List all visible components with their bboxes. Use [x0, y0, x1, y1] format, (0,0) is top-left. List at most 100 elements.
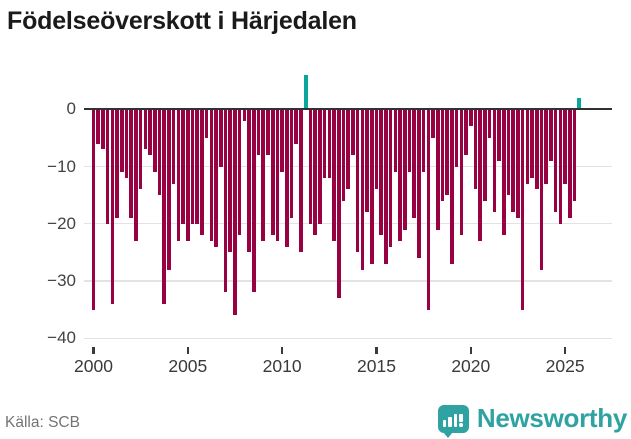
- bar-2007Q4: [237, 110, 242, 236]
- x-tick-mark-2000: [92, 347, 95, 354]
- bar-2001Q2: [115, 110, 119, 219]
- bar-2002Q1: [129, 110, 134, 219]
- bar-2022Q4: [520, 110, 525, 310]
- bar-2014Q4: [369, 110, 374, 264]
- bar-2021Q3: [497, 110, 501, 161]
- bar-2022Q3: [516, 110, 520, 219]
- bar-2014Q2: [360, 110, 365, 270]
- bar-2024Q1: [544, 110, 549, 184]
- bar-2009Q4: [275, 110, 280, 241]
- bar-2003Q3: [157, 110, 162, 196]
- bar-2016Q1: [393, 110, 398, 173]
- bar-2003Q4: [162, 110, 167, 304]
- bar-2004Q1: [167, 110, 171, 270]
- bar-2005Q1: [186, 110, 190, 241]
- bar-2016Q4: [407, 110, 412, 173]
- bar-2009Q2: [266, 110, 270, 156]
- bar-2019Q2: [454, 110, 459, 167]
- bar-2013Q3: [346, 110, 350, 190]
- bar-2004Q4: [181, 110, 185, 224]
- bar-2023Q3: [535, 110, 539, 190]
- bar-2023Q2: [530, 110, 534, 178]
- bar-2000Q4: [105, 110, 110, 224]
- x-tick-label-2020: 2020: [451, 356, 491, 376]
- bar-2014Q1: [355, 110, 360, 253]
- bar-2017Q4: [426, 110, 431, 310]
- bar-2020Q4: [483, 110, 487, 201]
- bar-2012Q2: [322, 110, 327, 178]
- bar-2009Q3: [270, 110, 275, 236]
- bar-2002Q3: [138, 110, 143, 190]
- bar-2019Q4: [464, 110, 468, 156]
- x-tick-mark-2010: [281, 347, 284, 354]
- x-tick-label-2000: 2000: [74, 356, 113, 376]
- bar-2004Q2: [171, 110, 176, 184]
- bar-2011Q3: [308, 110, 313, 224]
- chart-title: Födelseöverskott i Härjedalen: [7, 7, 357, 35]
- bar-2011Q2: [303, 74, 308, 108]
- bar-2022Q2: [511, 110, 516, 213]
- bar-2010Q2: [285, 110, 289, 247]
- bar-2015Q3: [384, 110, 388, 264]
- bar-2007Q1: [223, 110, 228, 293]
- bar-2002Q4: [143, 110, 148, 150]
- bar-2009Q1: [261, 110, 266, 241]
- bar-2021Q2: [492, 110, 497, 213]
- bar-2010Q1: [280, 110, 284, 173]
- bar-2015Q2: [379, 110, 383, 236]
- bar-2012Q1: [318, 110, 322, 224]
- bar-2005Q2: [190, 110, 195, 224]
- zero-axis-line: [84, 107, 612, 111]
- bar-2018Q2: [435, 110, 440, 230]
- bar-2005Q3: [195, 110, 200, 224]
- bar-2008Q4: [256, 110, 261, 156]
- gridline--30: [84, 280, 612, 282]
- bar-2008Q2: [247, 110, 251, 253]
- bar-2020Q2: [473, 110, 478, 190]
- newsworthy-logo-link[interactable]: Newsworthy: [437, 403, 627, 438]
- bar-2001Q1: [110, 110, 115, 304]
- bar-2013Q1: [336, 110, 341, 299]
- bar-2002Q2: [134, 110, 138, 241]
- bar-2008Q3: [252, 110, 256, 293]
- bar-2007Q3: [233, 110, 237, 316]
- bar-2007Q2: [228, 110, 233, 253]
- bar-2003Q1: [148, 110, 152, 156]
- y-tick-label--40: −40: [47, 328, 76, 348]
- logo-bar-icon: [442, 419, 447, 427]
- bar-2024Q3: [553, 110, 558, 213]
- bar-2015Q4: [388, 110, 393, 247]
- logo-exclamation-icon: [459, 413, 463, 422]
- y-tick-label-0: 0: [66, 99, 76, 119]
- bar-2006Q2: [209, 110, 214, 241]
- x-tick-label-2005: 2005: [168, 356, 208, 376]
- bar-2003Q2: [153, 110, 157, 173]
- bar-2010Q4: [294, 110, 299, 144]
- bar-2006Q4: [219, 110, 223, 167]
- x-tick-label-2015: 2015: [357, 356, 396, 376]
- bar-2006Q1: [204, 110, 209, 138]
- newsworthy-logo-text: Newsworthy: [476, 403, 627, 433]
- bar-2022Q1: [506, 110, 511, 196]
- source-caption: Källa: SCB: [5, 414, 80, 431]
- bar-2024Q2: [549, 110, 553, 161]
- y-tick-label--20: −20: [47, 213, 76, 233]
- x-tick-label-2025: 2025: [545, 356, 585, 376]
- bar-2011Q1: [299, 110, 303, 253]
- bar-2016Q3: [402, 110, 407, 230]
- x-tick-mark-2025: [564, 347, 567, 354]
- bar-2016Q2: [398, 110, 402, 241]
- bar-2014Q3: [365, 110, 369, 213]
- bar-2001Q4: [124, 110, 129, 178]
- bar-2004Q3: [176, 110, 181, 241]
- bar-2012Q4: [332, 110, 336, 241]
- gridline--20: [84, 223, 612, 225]
- bar-2000Q2: [96, 110, 100, 144]
- bar-2000Q1: [91, 110, 96, 310]
- bar-2017Q2: [417, 110, 421, 259]
- bar-2021Q4: [502, 110, 506, 236]
- bar-2017Q1: [412, 110, 416, 219]
- bar-2023Q4: [539, 110, 544, 270]
- bar-2013Q2: [341, 110, 346, 201]
